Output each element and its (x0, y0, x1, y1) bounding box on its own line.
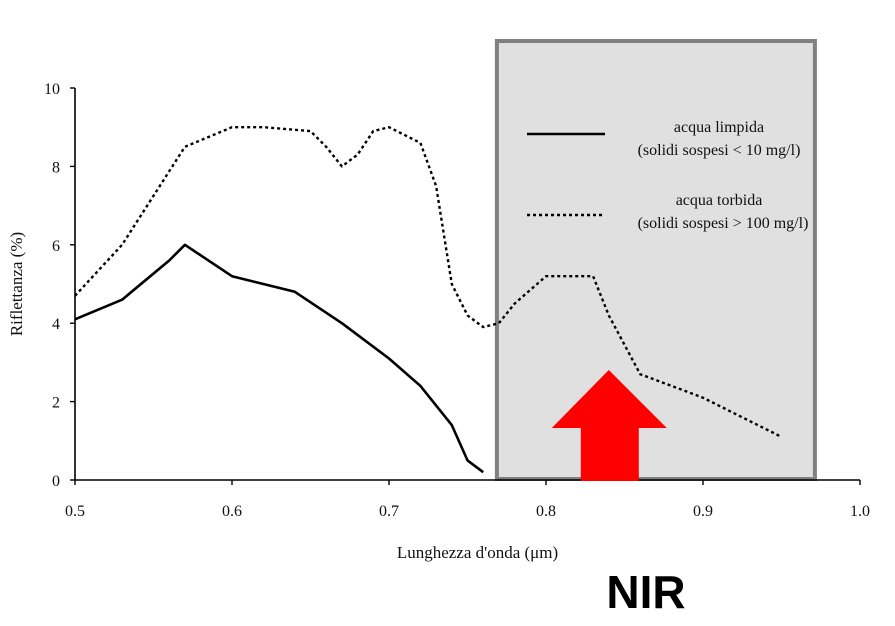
series-layer (74, 126, 783, 474)
x-ticks: 0.5 0.6 0.7 0.8 0.9 1.0 (65, 480, 870, 520)
x-tick-label: 0.5 (65, 503, 85, 520)
legend-label-torbida: acqua torbida (676, 192, 763, 209)
y-axis-title: Riflettanza (%) (7, 232, 26, 336)
nir-label: NIR (606, 566, 685, 618)
x-tick-label: 0.7 (379, 503, 399, 520)
series-line-torbida (74, 126, 783, 438)
y-ticks: 0 2 4 6 8 10 (44, 81, 75, 490)
legend-detail-torbida: (solidi sospesi > 100 mg/l) (638, 215, 809, 232)
up-arrow-icon (551, 370, 667, 481)
nir-highlight-box (494, 39, 817, 481)
x-axis-title: Lunghezza d'onda (μm) (397, 543, 558, 562)
y-tick-label: 4 (52, 316, 60, 333)
y-tick-label: 0 (52, 473, 60, 490)
x-tick-label: 0.6 (222, 503, 242, 520)
x-tick-label: 0.9 (693, 503, 713, 520)
y-tick-label: 6 (52, 238, 60, 255)
x-tick-label: 1.0 (850, 503, 870, 520)
legend-detail-limpida: (solidi sospesi < 10 mg/l) (638, 142, 801, 159)
y-tick-label: 8 (52, 159, 60, 176)
y-tick-label: 2 (52, 395, 60, 412)
series-line-limpida (74, 243, 484, 474)
y-tick-label: 10 (44, 81, 60, 98)
legend: acqua limpida (solidi sospesi < 10 mg/l)… (527, 119, 808, 232)
legend-label-limpida: acqua limpida (674, 119, 764, 136)
x-tick-label: 0.8 (536, 503, 556, 520)
